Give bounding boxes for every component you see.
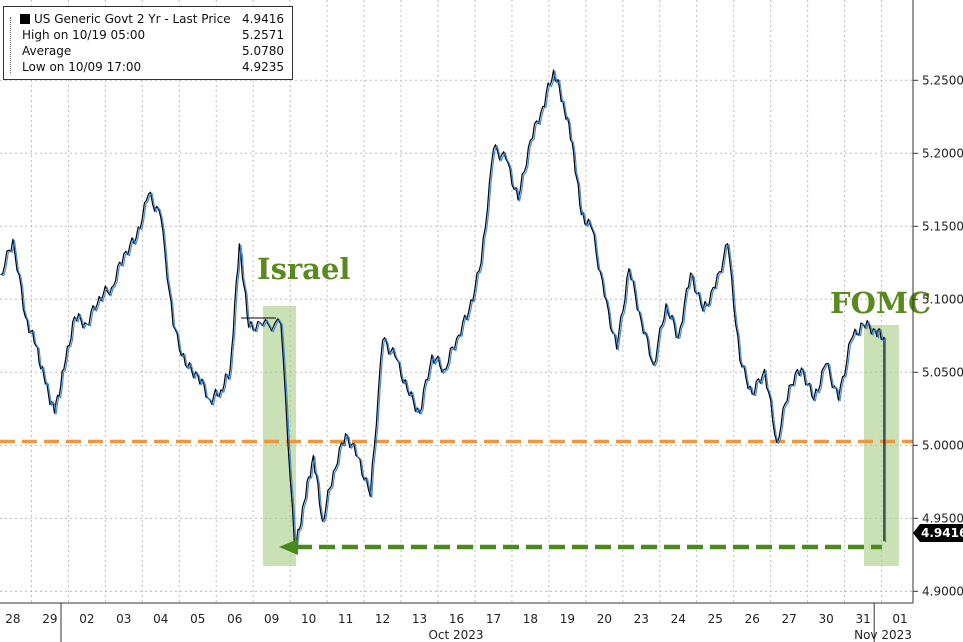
yield-line-highlight [1, 70, 887, 554]
legend-average-label: Average [22, 44, 72, 58]
x-tick-label: 28 [5, 612, 20, 626]
x-tick-label: 05 [190, 612, 205, 626]
x-tick-label: 06 [227, 612, 242, 626]
israel-label: Israel [257, 252, 350, 286]
x-tick-label: 17 [486, 612, 501, 626]
last-price-tag-shape [913, 524, 963, 542]
x-tick-label: 31 [855, 612, 870, 626]
legend-tree-connector [10, 17, 17, 73]
x-group-label-nov: Nov 2023 [854, 628, 912, 642]
y-tick-label: 5.1500 [922, 219, 963, 233]
x-tick-label: 18 [523, 612, 538, 626]
y-tick-label: 4.9000 [922, 584, 963, 598]
y-tick-label: 5.2000 [922, 146, 963, 160]
x-tick-label: 16 [449, 612, 464, 626]
last-price-tag: 4.9416 [913, 524, 963, 542]
x-tick-label: 27 [782, 612, 797, 626]
y-tick-label: 5.1000 [922, 292, 963, 306]
fomc-label: FOMC [830, 286, 931, 320]
y-tick-label: 5.2500 [922, 73, 963, 87]
x-tick-label: 10 [301, 612, 316, 626]
yield-line [0, 69, 885, 553]
legend-title: US Generic Govt 2 Yr - Last Price [34, 12, 231, 26]
x-tick-label: 13 [412, 612, 427, 626]
x-tick-label: 20 [597, 612, 612, 626]
fomc-highlight-box [864, 325, 899, 566]
x-tick-label: 24 [671, 612, 686, 626]
last-price-tag-text: 4.9416 [921, 526, 963, 540]
x-axis: 28 29 02 03 04 05 06 09 10 11 12 13 16 17 18 19 20 23 24 25… [0, 602, 913, 642]
x-tick-label: 09 [264, 612, 279, 626]
x-tick-label: 01 [892, 612, 907, 626]
y-tick-label: 4.9500 [922, 511, 963, 525]
x-tick-label: 02 [79, 612, 94, 626]
x-tick-label: 19 [560, 612, 575, 626]
legend-high-value: 5.2571 [242, 28, 284, 42]
x-tick-label: 25 [708, 612, 723, 626]
legend-low-label: Low on 10/09 17:00 [22, 60, 142, 74]
green-arrow-head [279, 539, 298, 555]
y-tick-label: 5.0000 [922, 438, 963, 452]
x-tick-label: 12 [375, 612, 390, 626]
legend-last-value: 4.9416 [242, 12, 284, 26]
x-tick-label: 11 [338, 612, 353, 626]
x-tick-label: 29 [42, 612, 57, 626]
israel-highlight-box [263, 306, 296, 566]
x-tick-label: 26 [745, 612, 760, 626]
legend-high-label: High on 10/19 05:00 [22, 28, 146, 42]
y-axis: 5.2500 5.2000 5.1500 5.1000 5.0500 5.0000 4.95… [912, 0, 963, 603]
legend-swatch [20, 14, 30, 24]
legend-average-value: 5.0780 [242, 44, 284, 58]
x-group-label-oct: Oct 2023 [428, 628, 483, 642]
grid [0, 0, 913, 603]
x-tick-label: 04 [153, 612, 168, 626]
x-tick-label: 30 [818, 612, 833, 626]
x-tick-label: 23 [634, 612, 649, 626]
legend: US Generic Govt 2 Yr - Last Price 4.9416… [3, 6, 293, 80]
y-tick-label: 5.0500 [922, 365, 963, 379]
legend-low-value: 4.9235 [242, 60, 284, 74]
x-tick-label: 03 [116, 612, 131, 626]
